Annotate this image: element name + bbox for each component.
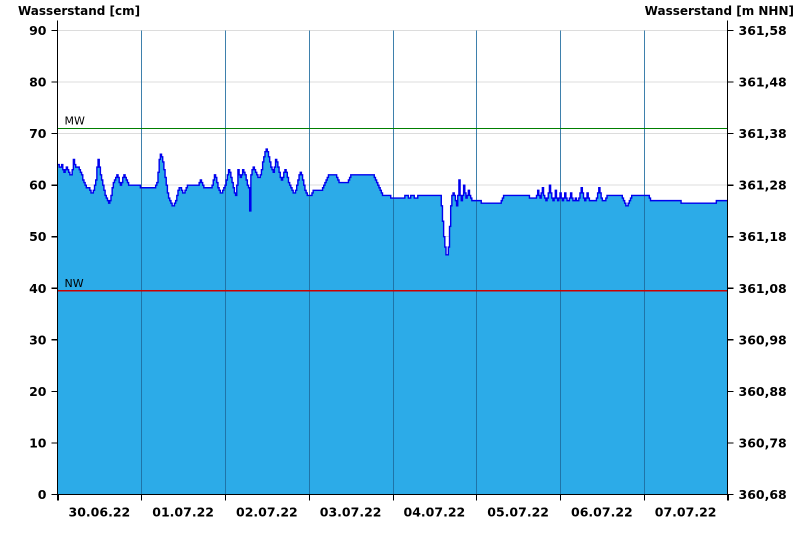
x-tick-label: 07.07.22 (655, 505, 717, 520)
x-tick-label: 05.07.22 (487, 505, 549, 520)
y-tick-label-right: 360,88 (739, 384, 787, 399)
y-tick-label-left: 0 (38, 487, 47, 502)
y-tick-label-right: 361,58 (739, 23, 787, 38)
y-tick-label-left: 60 (29, 178, 47, 193)
x-axis-labels: 30.06.22 01.07.22 02.07.22 03.07.22 04.07.22… (69, 505, 717, 520)
y-tick-label-right: 361,38 (739, 126, 787, 141)
right-axis-title: Wasserstand [m NHN] (644, 4, 794, 18)
y-tick-label-right: 360,78 (739, 435, 787, 450)
y-tick-label-right: 361,48 (739, 75, 787, 90)
x-tick-label: 04.07.22 (404, 505, 466, 520)
vertical-gridlines (141, 30, 645, 495)
y-tick-label-left: 30 (29, 332, 47, 347)
right-axis-labels: 360,68 360,78 360,88 360,98 361,08 361,18 361,… (739, 23, 787, 502)
y-tick-label-left: 70 (29, 126, 47, 141)
x-tick-label: 03.07.22 (320, 505, 382, 520)
y-tick-label-right: 361,08 (739, 281, 787, 296)
left-axis-title: Wasserstand [cm] (18, 4, 141, 18)
y-tick-label-left: 10 (29, 435, 47, 450)
axis-lines (51, 20, 734, 501)
y-tick-label-left: 20 (29, 384, 47, 399)
x-tick-label: 30.06.22 (69, 505, 131, 520)
x-tick-label: 06.07.22 (571, 505, 633, 520)
reference-label-mw: MW (65, 114, 85, 127)
x-tick-label: 02.07.22 (236, 505, 298, 520)
y-tick-label-right: 361,28 (739, 178, 787, 193)
reference-lines: MW NW (57, 114, 728, 292)
y-tick-label-left: 40 (29, 281, 47, 296)
y-tick-label-left: 90 (29, 23, 47, 38)
y-tick-label-right: 360,68 (739, 487, 787, 502)
y-tick-label-right: 361,18 (739, 229, 787, 244)
y-tick-label-right: 360,98 (739, 332, 787, 347)
reference-label-nw: NW (65, 277, 84, 290)
y-tick-label-left: 80 (29, 75, 47, 90)
tick-marks (51, 29, 734, 501)
left-axis-labels: 0 10 20 30 40 50 60 70 80 90 (29, 23, 47, 502)
y-tick-label-left: 50 (29, 229, 47, 244)
water-level-area (57, 149, 728, 495)
x-tick-label: 01.07.22 (152, 505, 214, 520)
water-level-line (57, 148, 728, 256)
